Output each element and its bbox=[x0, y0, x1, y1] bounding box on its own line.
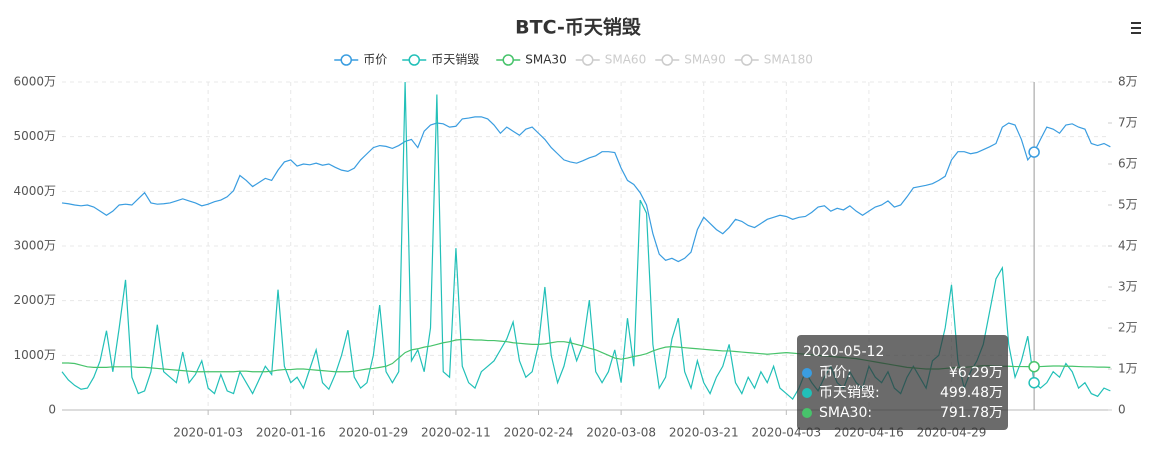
x-tick-label: 2020-01-03 bbox=[173, 426, 243, 440]
series-line bbox=[61, 116, 1111, 263]
legend-label: 币价 bbox=[363, 53, 387, 67]
legend-item[interactable]: SMA180 bbox=[734, 53, 813, 67]
y2-tick-label: 0 bbox=[1118, 403, 1126, 417]
hover-point bbox=[1028, 360, 1040, 373]
y2-tick-label: 5万 bbox=[1118, 198, 1138, 212]
tooltip-label: SMA30: bbox=[819, 405, 872, 421]
x-tick-label: 2020-03-08 bbox=[586, 426, 656, 440]
y2-tick-label: 7万 bbox=[1118, 116, 1138, 130]
legend-symbol bbox=[408, 54, 420, 66]
hover-point bbox=[1028, 146, 1040, 158]
tooltip-label: 币价: bbox=[819, 365, 852, 381]
tooltip-box bbox=[797, 335, 1008, 430]
menu-bar bbox=[1131, 27, 1141, 29]
y-tick-label: 1000万 bbox=[13, 348, 56, 362]
tooltip-dot bbox=[802, 368, 812, 378]
tooltip-dot bbox=[802, 408, 812, 418]
x-tick-label: 2020-01-29 bbox=[338, 426, 408, 440]
y2-tick-label: 2万 bbox=[1118, 321, 1138, 335]
y2-tick-label: 8万 bbox=[1118, 75, 1138, 89]
x-tick-label: 2020-03-21 bbox=[669, 426, 739, 440]
legend-label: SMA60 bbox=[605, 53, 646, 67]
menu-bar bbox=[1131, 32, 1141, 34]
tooltip-value: ¥6.29万 bbox=[949, 365, 1003, 381]
legend-item[interactable]: 币价 bbox=[334, 53, 387, 67]
y2-tick-label: 3万 bbox=[1118, 280, 1138, 294]
tooltip-dot bbox=[802, 388, 812, 398]
x-tick-label: 2020-02-11 bbox=[421, 426, 491, 440]
legend-label: SMA90 bbox=[684, 53, 725, 67]
y-tick-label: 0 bbox=[48, 403, 56, 417]
y2-tick-label: 4万 bbox=[1118, 239, 1138, 253]
y2-tick-label: 1万 bbox=[1118, 362, 1138, 376]
legend-symbol bbox=[582, 54, 594, 66]
y-tick-label: 6000万 bbox=[13, 75, 56, 89]
y2-tick-label: 6万 bbox=[1118, 157, 1138, 171]
legend-symbol bbox=[340, 54, 352, 66]
legend-label: SMA30 bbox=[525, 53, 566, 67]
tooltip-label: 币天销毁: bbox=[819, 385, 880, 401]
y-tick-label: 3000万 bbox=[13, 239, 56, 253]
legend-item[interactable]: SMA30 bbox=[496, 53, 567, 67]
y-tick-label: 2000万 bbox=[13, 293, 56, 307]
tooltip-value: 791.78万 bbox=[940, 405, 1003, 421]
legend-symbol bbox=[502, 54, 514, 66]
x-tick-label: 2020-02-24 bbox=[504, 426, 574, 440]
legend-label: SMA180 bbox=[764, 53, 813, 67]
tooltip-value: 499.48万 bbox=[940, 385, 1003, 401]
menu-icon[interactable] bbox=[1131, 22, 1141, 34]
legend-item[interactable]: SMA90 bbox=[655, 53, 726, 67]
y-tick-label: 4000万 bbox=[13, 184, 56, 198]
x-tick-label: 2020-01-16 bbox=[256, 426, 326, 440]
tooltip-title: 2020-05-12 bbox=[803, 344, 884, 360]
legend-symbol bbox=[661, 54, 673, 66]
y-tick-label: 5000万 bbox=[13, 129, 56, 143]
legend-label: 币天销毁 bbox=[431, 52, 479, 67]
hover-point bbox=[1028, 376, 1040, 389]
legend-symbol bbox=[741, 54, 753, 66]
chart-title: BTC-币天销毁 bbox=[515, 16, 641, 39]
legend-item[interactable]: 币天销毁 bbox=[402, 52, 479, 67]
legend-item[interactable]: SMA60 bbox=[575, 53, 646, 67]
menu-bar bbox=[1131, 22, 1141, 24]
